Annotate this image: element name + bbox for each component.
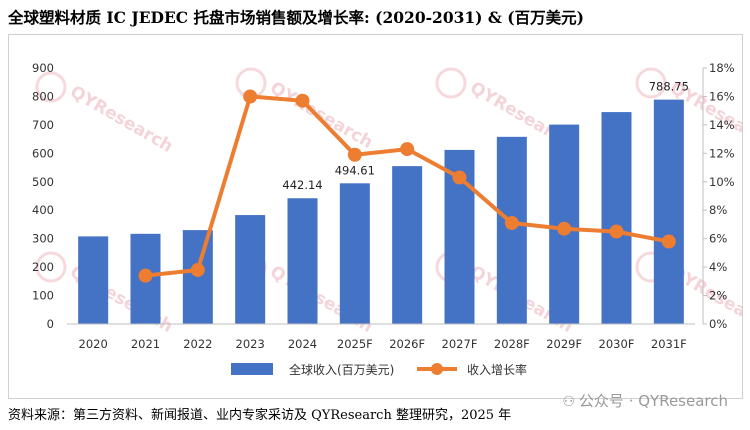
x-tick-label: 2027F: [442, 337, 478, 351]
bar-2031F: [653, 99, 684, 325]
y-left-tick-label: 600: [32, 146, 54, 160]
watermark-logo: [435, 67, 467, 99]
y-left-tick-label: 300: [32, 232, 54, 246]
y-right-tick-label: 8%: [709, 203, 727, 217]
y-right-tick-label: 16%: [709, 89, 735, 103]
x-tick-label: 2030F: [599, 337, 635, 351]
x-tick-label: 2025F: [337, 337, 373, 351]
y-left-tick-label: 700: [32, 118, 54, 132]
bar-2022: [182, 230, 213, 324]
legend-swatch-revenue: [231, 363, 273, 375]
watermark-credit-text: 公众号 · QYResearch: [578, 392, 728, 410]
y-left-tick-label: 200: [32, 260, 54, 274]
legend-swatch-growth-marker: [431, 363, 443, 375]
growth-point-2028F: [504, 216, 519, 231]
x-tick-label: 2029F: [546, 337, 582, 351]
watermark-text: QYResearch: [67, 82, 177, 157]
y-right-tick-label: 0%: [709, 317, 727, 331]
wechat-icon: ⚇: [562, 394, 575, 410]
legend-label-revenue: 全球收入(百万美元): [289, 362, 394, 377]
y-right-tick-label: 6%: [709, 232, 727, 246]
x-tick-label: 2020: [79, 337, 108, 351]
bar-data-label: 442.14: [282, 178, 322, 192]
source-note: 资料来源：第三方资料、新闻报道、业内专家采访及 QYResearch 整理研究，…: [8, 408, 512, 423]
growth-point-2026F: [400, 142, 415, 157]
growth-point-2029F: [557, 221, 572, 236]
y-left-tick-label: 0: [47, 317, 54, 331]
y-right-tick-label: 2%: [709, 289, 727, 303]
x-tick-label: 2028F: [494, 337, 530, 351]
combo-chart: QYResearch QYResearch QYResearch QYResearch…: [32, 61, 742, 377]
y-left-tick-label: 500: [32, 175, 54, 189]
y-right-tick-label: 18%: [709, 61, 735, 75]
y-left-tick-label: 100: [32, 289, 54, 303]
bar-data-label: 494.61: [335, 163, 375, 177]
x-tick-label: 2026F: [389, 337, 425, 351]
y-right-tick-label: 10%: [709, 175, 735, 189]
y-left-tick-label: 800: [32, 89, 54, 103]
bar-2020: [78, 236, 109, 324]
y-left-tick-label: 400: [32, 203, 54, 217]
growth-point-2022: [190, 262, 205, 277]
bar-2024: [287, 198, 318, 324]
growth-point-2030F: [609, 224, 624, 239]
growth-point-2031F: [661, 234, 676, 249]
x-tick-label: 2031F: [651, 337, 687, 351]
y-right-tick-label: 4%: [709, 260, 727, 274]
growth-point-2024: [295, 93, 310, 108]
bar-2023: [235, 215, 266, 324]
x-tick-label: 2022: [183, 337, 212, 351]
bar-2026F: [392, 166, 423, 324]
watermark-logo: [35, 251, 67, 283]
y-right-tick-label: 14%: [709, 118, 735, 132]
watermark-text: QYResearch: [267, 78, 377, 153]
bar-2030F: [601, 112, 632, 324]
bar-2025F: [339, 183, 370, 324]
y-right-tick-label: 12%: [709, 146, 735, 160]
growth-point-2021: [138, 268, 153, 283]
y-left-tick-label: 900: [32, 61, 54, 75]
watermark-logo: [35, 71, 67, 103]
x-tick-label: 2024: [288, 337, 317, 351]
chart-title: 全球塑料材质 IC JEDEC 托盘市场销售额及增长率: (2020-2031)…: [8, 8, 584, 27]
legend-label-growth: 收入增长率: [467, 362, 527, 377]
x-tick-label: 2023: [236, 337, 265, 351]
growth-point-2025F: [347, 147, 362, 162]
chart-frame: QYResearch QYResearch QYResearch QYResearch…: [8, 34, 743, 399]
watermark-logo: [635, 67, 667, 99]
bar-2028F: [496, 136, 527, 324]
growth-point-2027F: [452, 170, 467, 185]
x-tick-label: 2021: [131, 337, 160, 351]
watermark-credit: ⚇ 公众号 · QYResearch: [562, 390, 728, 411]
bar-data-label: 788.75: [649, 80, 689, 94]
growth-point-2023: [243, 89, 258, 104]
